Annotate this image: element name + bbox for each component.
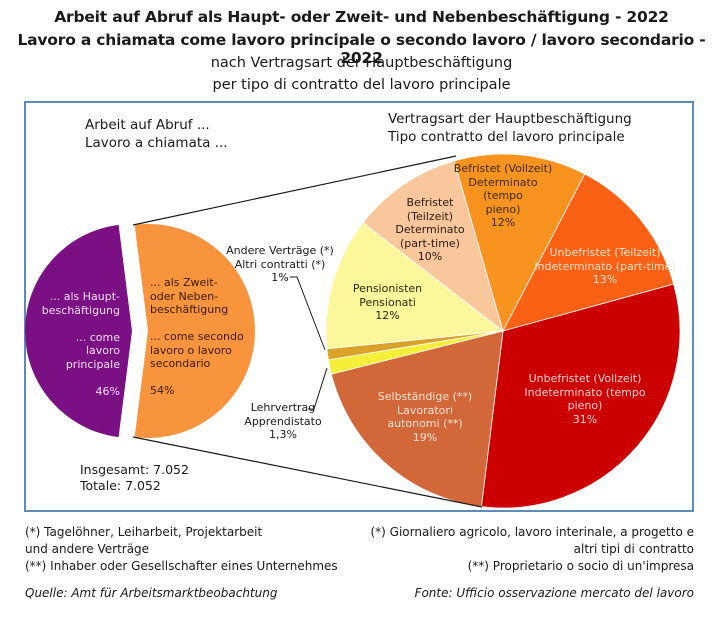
leader-line-lehrvertrag bbox=[308, 367, 328, 410]
total-count-de: Insgesamt: 7.052 bbox=[80, 462, 189, 477]
slice-label-pensionisten: Pensionisten Pensionati 12% bbox=[352, 282, 423, 322]
pie-slice-befristet-teilzeit bbox=[362, 160, 504, 333]
left-pie-heading-it: Lavoro a chiamata ... bbox=[85, 135, 228, 151]
total-count: Insgesamt: 7.052 Totale: 7.052 bbox=[80, 462, 189, 494]
right-pie-heading-it: Tipo contratto del lavoro principale bbox=[388, 129, 625, 145]
pie-slice-unbefristet-teilzeit bbox=[502, 173, 675, 332]
pie-slice-unbefristet-vollzeit bbox=[480, 283, 681, 509]
pie-slice-nebenbeschaeftigung bbox=[134, 224, 255, 438]
left-pie-heading-de: Arbeit auf Abruf ... bbox=[85, 117, 210, 133]
connector-line-top bbox=[132, 155, 457, 226]
chart-subtitle-it: per tipo di contratto del lavoro princip… bbox=[212, 77, 511, 93]
source-it: Fonte: Ufficio osservazione mercato del … bbox=[414, 586, 694, 600]
left-pie-heading: Arbeit auf Abruf ... Lavoro a chiamata .… bbox=[85, 116, 228, 152]
slice-label-nebenbeschaeftigung: ... als Zweit- oder Neben- beschäftigung… bbox=[150, 276, 244, 397]
right-pie-heading: Vertragsart der Hauptbeschäftigung Tipo … bbox=[388, 110, 632, 146]
right-pie-heading-de: Vertragsart der Hauptbeschäftigung bbox=[388, 111, 632, 127]
slice-label-lehrvertrag: Lehrvertrag Apprendistato 1,3% bbox=[244, 401, 322, 441]
pie-slice-befristet-vollzeit bbox=[453, 153, 586, 333]
slice-label-unbefristet-teilzeit: Unbefristet (Teilzeit) Indeterminato (pa… bbox=[534, 246, 676, 286]
connector-line-bottom bbox=[132, 436, 483, 508]
footnotes-it: (*) Giornaliero agricolo, lavoro interin… bbox=[370, 525, 695, 573]
chart-subtitle-de: nach Vertragsart der Hauptbeschäftigung bbox=[210, 55, 513, 71]
slice-label-befristet-vollzeit: Befristet (Vollzeit) Determinato (tempo … bbox=[453, 162, 553, 229]
slice-label-hauptbeschaeftigung: ... als Haupt- beschäftigung ... come la… bbox=[41, 290, 120, 398]
chart-title-de: Arbeit auf Abruf als Haupt- oder Zweit- … bbox=[54, 8, 669, 26]
slice-label-befristet-teilzeit: Befristet (Teilzeit) Determinato (part-t… bbox=[395, 196, 465, 263]
slice-label-selbstaendige: Selbständige (**) Lavoratori autonomi (*… bbox=[377, 390, 473, 444]
leader-line-andere-vertraege bbox=[290, 276, 326, 351]
chart-title-it: Lavoro a chiamata come lavoro principale… bbox=[17, 31, 706, 67]
total-count-it: Totale: 7.052 bbox=[80, 478, 161, 493]
slice-label-andere-vertraege: Andere Verträge (*) Altri contratti (*) … bbox=[226, 244, 334, 284]
chart-frame bbox=[24, 101, 694, 512]
footnotes-de: (*) Tagelöhner, Leiharbeit, Projektarbei… bbox=[25, 525, 338, 573]
pie-slice-hauptbeschaeftigung bbox=[24, 224, 132, 438]
slice-label-unbefristet-vollzeit: Unbefristet (Vollzeit) Indeterminato (te… bbox=[524, 372, 646, 426]
pie-slice-pensionisten bbox=[325, 222, 505, 350]
source-de: Quelle: Amt für Arbeitsmarktbeobachtung bbox=[25, 586, 278, 600]
